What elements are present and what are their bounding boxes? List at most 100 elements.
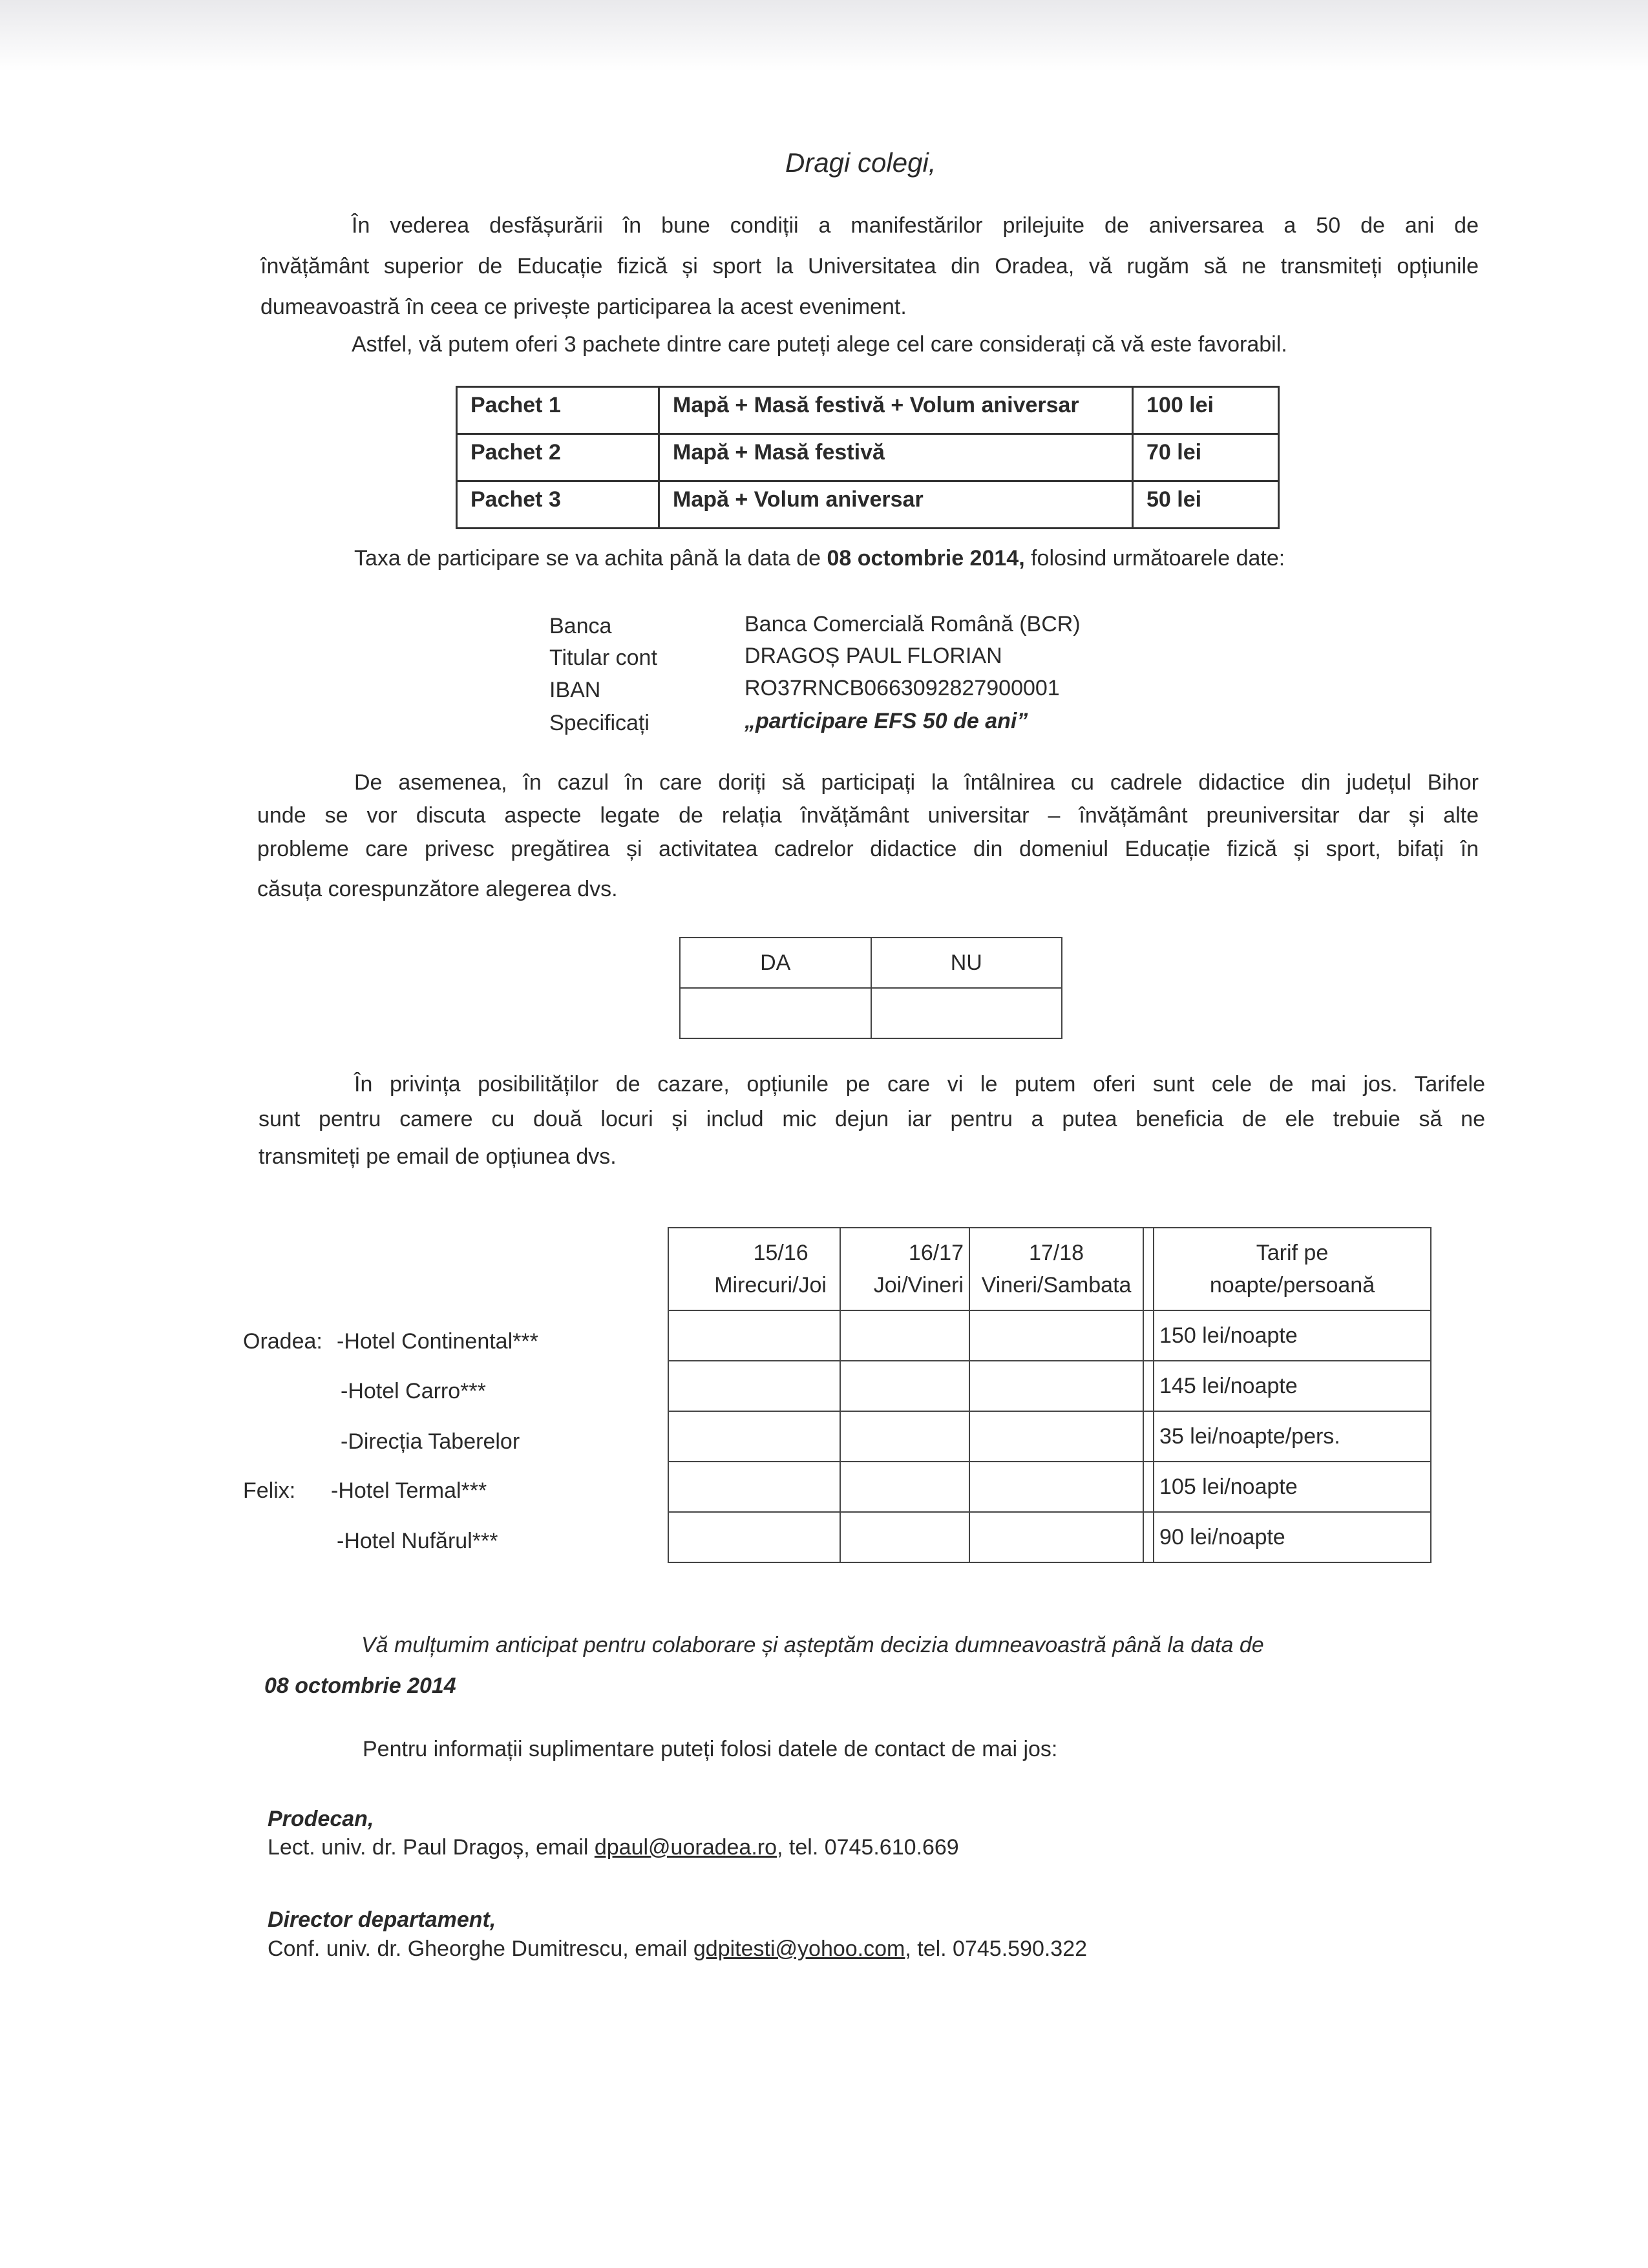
accommodation-line-1: În privința posibilităților de cazare, o…	[354, 1072, 1485, 1097]
night-2-days: Joi/Vineri	[873, 1273, 964, 1297]
package-name: Pachet 3	[456, 480, 660, 529]
reference-value: „participare EFS 50 de ani”	[745, 709, 1028, 733]
payment-deadline: Taxa de participare se va achita până la…	[354, 546, 1285, 571]
contact-details: Conf. univ. dr. Gheorghe Dumitrescu, ema…	[268, 1937, 1087, 1962]
hotel-row: 150 lei/noapte	[668, 1310, 1431, 1361]
contact-name: Conf. univ. dr. Gheorghe Dumitrescu, ema…	[268, 1937, 693, 1961]
meeting-line-3: probleme care privesc pregătirea și acti…	[257, 837, 1479, 861]
night-3-cell[interactable]	[969, 1511, 1144, 1563]
spacer-column	[1143, 1227, 1154, 1311]
accommodation-header-row: 15/16 Mirecuri/Joi 16/17 Joi/Vineri 17/18…	[668, 1227, 1431, 1311]
thanks-text: Vă mulțumim anticipat pentru colaborare …	[361, 1633, 1264, 1657]
reference-label: Specificați	[549, 711, 650, 735]
night-3-header: 17/18 Vineri/Sambata	[969, 1227, 1144, 1311]
holder-label: Titular cont	[549, 646, 657, 670]
package-content: Mapă + Masă festivă	[658, 433, 1134, 482]
night-3-days: Vineri/Sambata	[981, 1273, 1132, 1297]
night-1-days: Mirecuri/Joi	[714, 1273, 827, 1297]
hotel-name: -Hotel Termal***	[331, 1478, 487, 1503]
night-1-header: 15/16 Mirecuri/Joi	[668, 1227, 841, 1311]
night-3-dates: 17/18	[1028, 1241, 1084, 1265]
meeting-choice-table: DA NU	[679, 937, 1062, 1039]
holder-value: DRAGOȘ PAUL FLORIAN	[745, 644, 1002, 668]
rate-header: Tarif pe noapte/persoană	[1153, 1227, 1431, 1311]
hotel-row: 105 lei/noapte	[668, 1461, 1431, 1513]
intro-line-1: În vederea desfășurării în bune condiții…	[352, 213, 1479, 238]
yes-checkbox[interactable]	[679, 987, 872, 1039]
thanks-date: 08 octombrie 2014	[264, 1674, 456, 1698]
city-label-oradea: Oradea:	[243, 1329, 322, 1354]
night-3-cell[interactable]	[969, 1310, 1144, 1361]
meeting-line-4: căsuța corespunzătore alegerea dvs.	[257, 877, 618, 901]
package-row: Pachet 1 Mapă + Masă festivă + Volum ani…	[456, 386, 1280, 435]
scan-shadow	[0, 0, 1648, 71]
night-2-cell[interactable]	[840, 1411, 970, 1462]
package-price: 50 lei	[1132, 480, 1280, 529]
hotel-rate: 90 lei/noapte	[1153, 1511, 1431, 1563]
contact-intro: Pentru informații suplimentare puteți fo…	[363, 1737, 1058, 1761]
hotel-row: 145 lei/noapte	[668, 1360, 1431, 1412]
hotel-name: -Direcția Taberelor	[341, 1429, 520, 1454]
package-content: Mapă + Volum aniversar	[658, 480, 1134, 529]
no-checkbox[interactable]	[870, 987, 1062, 1039]
package-row: Pachet 3 Mapă + Volum aniversar 50 lei	[456, 480, 1280, 529]
night-2-cell[interactable]	[840, 1310, 970, 1361]
packages-intro: Astfel, vă putem oferi 3 pachete dintre …	[352, 332, 1287, 357]
bank-value: Banca Comercială Română (BCR)	[745, 612, 1081, 636]
night-3-cell[interactable]	[969, 1360, 1144, 1412]
meeting-line-1: De asemenea, în cazul în care doriți să …	[354, 770, 1479, 795]
payment-date: 08 octombrie 2014,	[827, 546, 1025, 571]
hotel-name: -Hotel Carro***	[341, 1379, 486, 1403]
hotel-rate: 105 lei/noapte	[1153, 1461, 1431, 1513]
rate-header-l2: noapte/persoană	[1209, 1273, 1375, 1297]
night-2-cell[interactable]	[840, 1461, 970, 1513]
night-1-cell[interactable]	[668, 1461, 841, 1513]
package-price: 100 lei	[1132, 386, 1280, 435]
iban-label: IBAN	[549, 678, 601, 702]
night-2-cell[interactable]	[840, 1511, 970, 1563]
payment-text-end: folosind următoarele date:	[1024, 546, 1285, 571]
package-content: Mapă + Masă festivă + Volum aniversar	[658, 386, 1134, 435]
night-3-cell[interactable]	[969, 1411, 1144, 1462]
night-1-dates: 15/16	[753, 1241, 808, 1265]
night-2-cell[interactable]	[840, 1360, 970, 1412]
no-header: NU	[870, 937, 1062, 989]
hotel-rate: 35 lei/noapte/pers.	[1153, 1411, 1431, 1462]
contact-name: Lect. univ. dr. Paul Dragoș, email	[268, 1835, 595, 1860]
packages-table: Pachet 1 Mapă + Masă festivă + Volum ani…	[456, 386, 1280, 529]
accommodation-table: 15/16 Mirecuri/Joi 16/17 Joi/Vineri 17/18…	[668, 1227, 1431, 1563]
rate-header-l1: Tarif pe	[1256, 1241, 1329, 1265]
contact-phone: , tel. 0745.610.669	[777, 1835, 959, 1860]
meeting-line-2: unde se vor discuta aspecte legate de re…	[257, 803, 1479, 828]
night-1-cell[interactable]	[668, 1411, 841, 1462]
city-label-felix: Felix:	[243, 1478, 296, 1503]
package-row: Pachet 2 Mapă + Masă festivă 70 lei	[456, 433, 1280, 482]
contact-details: Lect. univ. dr. Paul Dragoș, email dpaul…	[268, 1835, 959, 1860]
yes-header: DA	[679, 937, 872, 989]
night-1-cell[interactable]	[668, 1511, 841, 1563]
payment-text: Taxa de participare se va achita până la…	[354, 546, 827, 571]
night-3-cell[interactable]	[969, 1461, 1144, 1513]
hotel-row: 35 lei/noapte/pers.	[668, 1411, 1431, 1462]
hotel-rate: 150 lei/noapte	[1153, 1310, 1431, 1361]
accommodation-line-3: transmiteți pe email de opțiunea dvs.	[259, 1144, 617, 1169]
package-name: Pachet 2	[456, 433, 660, 482]
package-name: Pachet 1	[456, 386, 660, 435]
intro-line-3: dumeavoastră în ceea ce privește partici…	[260, 295, 907, 319]
contact-email-link[interactable]: dpaul@uoradea.ro	[594, 1835, 777, 1860]
contact-email-link[interactable]: gdpitesti@yohoo.com	[693, 1937, 905, 1961]
night-1-cell[interactable]	[668, 1310, 841, 1361]
accommodation-line-2: sunt pentru camere cu două locuri și inc…	[259, 1107, 1485, 1131]
contact-phone: , tel. 0745.590.322	[905, 1937, 1088, 1961]
contact-role: Prodecan,	[268, 1807, 374, 1831]
package-price: 70 lei	[1132, 433, 1280, 482]
night-2-header: 16/17 Joi/Vineri	[840, 1227, 970, 1311]
night-2-dates: 16/17	[908, 1241, 964, 1265]
bank-label: Banca	[549, 614, 612, 638]
greeting: Dragi colegi,	[785, 147, 936, 178]
hotel-rate: 145 lei/noapte	[1153, 1360, 1431, 1412]
hotel-row: 90 lei/noapte	[668, 1511, 1431, 1563]
contact-role: Director departament,	[268, 1907, 496, 1932]
hotel-name: -Hotel Nufărul***	[337, 1529, 498, 1553]
night-1-cell[interactable]	[668, 1360, 841, 1412]
